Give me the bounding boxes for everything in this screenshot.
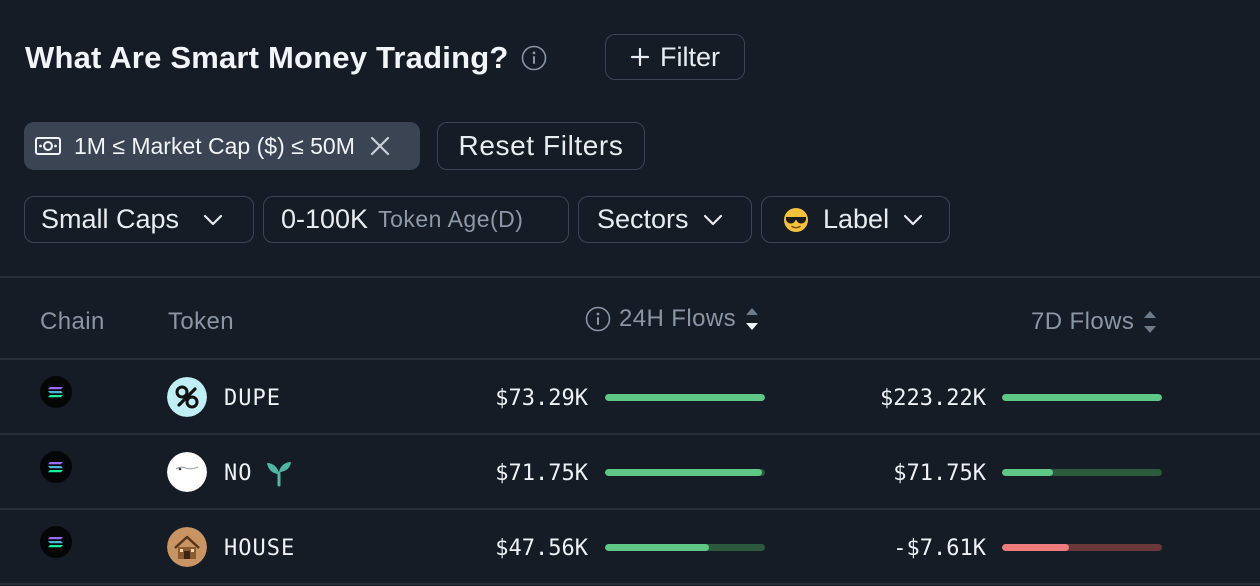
flow-24h-value: $73.29K: [495, 386, 588, 411]
row-divider: [0, 583, 1260, 585]
solana-chain-icon: [40, 451, 72, 483]
column-header-24h-label: 24H Flows: [619, 305, 736, 332]
token-name[interactable]: HOUSE: [224, 536, 296, 561]
column-header-7d-flows[interactable]: 7D Flows: [1031, 308, 1158, 336]
flow-7d-value: $223.22K: [880, 386, 986, 411]
dupe-token-icon: [167, 377, 207, 417]
solana-chain-icon: [40, 526, 72, 558]
row-divider: [0, 433, 1260, 435]
active-filter-chip[interactable]: 1M ≤ Market Cap ($) ≤ 50M: [24, 122, 420, 170]
close-icon[interactable]: [369, 135, 391, 157]
column-header-token: Token: [168, 308, 235, 335]
sort-descending-icon[interactable]: [744, 306, 760, 332]
flow-24h-bar: [605, 394, 765, 401]
token-age-value: 0-100K: [281, 204, 369, 234]
solana-chain-icon: [40, 376, 72, 408]
header-divider: [0, 358, 1260, 360]
column-header-chain: Chain: [40, 308, 105, 335]
caps-dropdown-label: Small Caps: [41, 204, 180, 234]
info-icon[interactable]: [521, 45, 547, 71]
token-age-label: Token Age(D): [378, 206, 524, 232]
column-header-7d-label: 7D Flows: [1031, 308, 1135, 335]
caps-dropdown[interactable]: Small Caps: [24, 196, 254, 243]
flow-24h-bar: [605, 469, 765, 476]
plus-icon: [630, 47, 650, 67]
token-age-filter[interactable]: 0-100K Token Age(D): [263, 196, 569, 243]
token-name[interactable]: DUPE: [224, 386, 281, 411]
column-header-24h-flows[interactable]: 24H Flows: [585, 305, 760, 333]
flow-24h-value: $71.75K: [495, 461, 588, 486]
flow-7d-bar: [1002, 544, 1162, 551]
page-header: What Are Smart Money Trading?: [25, 34, 547, 82]
token-name[interactable]: NO: [224, 461, 253, 486]
sprout-icon: [267, 462, 291, 487]
flow-24h-bar: [605, 544, 765, 551]
sectors-dropdown[interactable]: Sectors: [578, 196, 752, 243]
flow-7d-value: -$7.61K: [893, 536, 986, 561]
chevron-down-icon: [703, 214, 723, 226]
flow-7d-bar: [1002, 394, 1162, 401]
flow-7d-bar: [1002, 469, 1162, 476]
add-filter-button[interactable]: Filter: [605, 34, 745, 80]
sectors-dropdown-label: Sectors: [597, 204, 689, 234]
sunglasses-emoji-icon: [783, 207, 809, 233]
reset-filters-button[interactable]: Reset Filters: [437, 122, 645, 170]
money-icon: [35, 135, 61, 157]
active-filter-label: 1M ≤ Market Cap ($) ≤ 50M: [74, 132, 355, 159]
sort-icon[interactable]: [1142, 309, 1158, 335]
chevron-down-icon: [903, 214, 923, 226]
no-token-icon: [167, 452, 207, 492]
flow-7d-value: $71.75K: [893, 461, 986, 486]
page-title: What Are Smart Money Trading?: [25, 40, 509, 75]
chevron-down-icon: [203, 214, 223, 226]
row-divider: [0, 508, 1260, 510]
house-token-icon: [167, 527, 207, 567]
label-dropdown[interactable]: Label: [761, 196, 950, 243]
filter-button-label: Filter: [660, 41, 720, 72]
info-icon[interactable]: [585, 306, 611, 332]
flow-24h-value: $47.56K: [495, 536, 588, 561]
label-dropdown-label: Label: [823, 204, 890, 234]
section-divider: [0, 276, 1260, 278]
